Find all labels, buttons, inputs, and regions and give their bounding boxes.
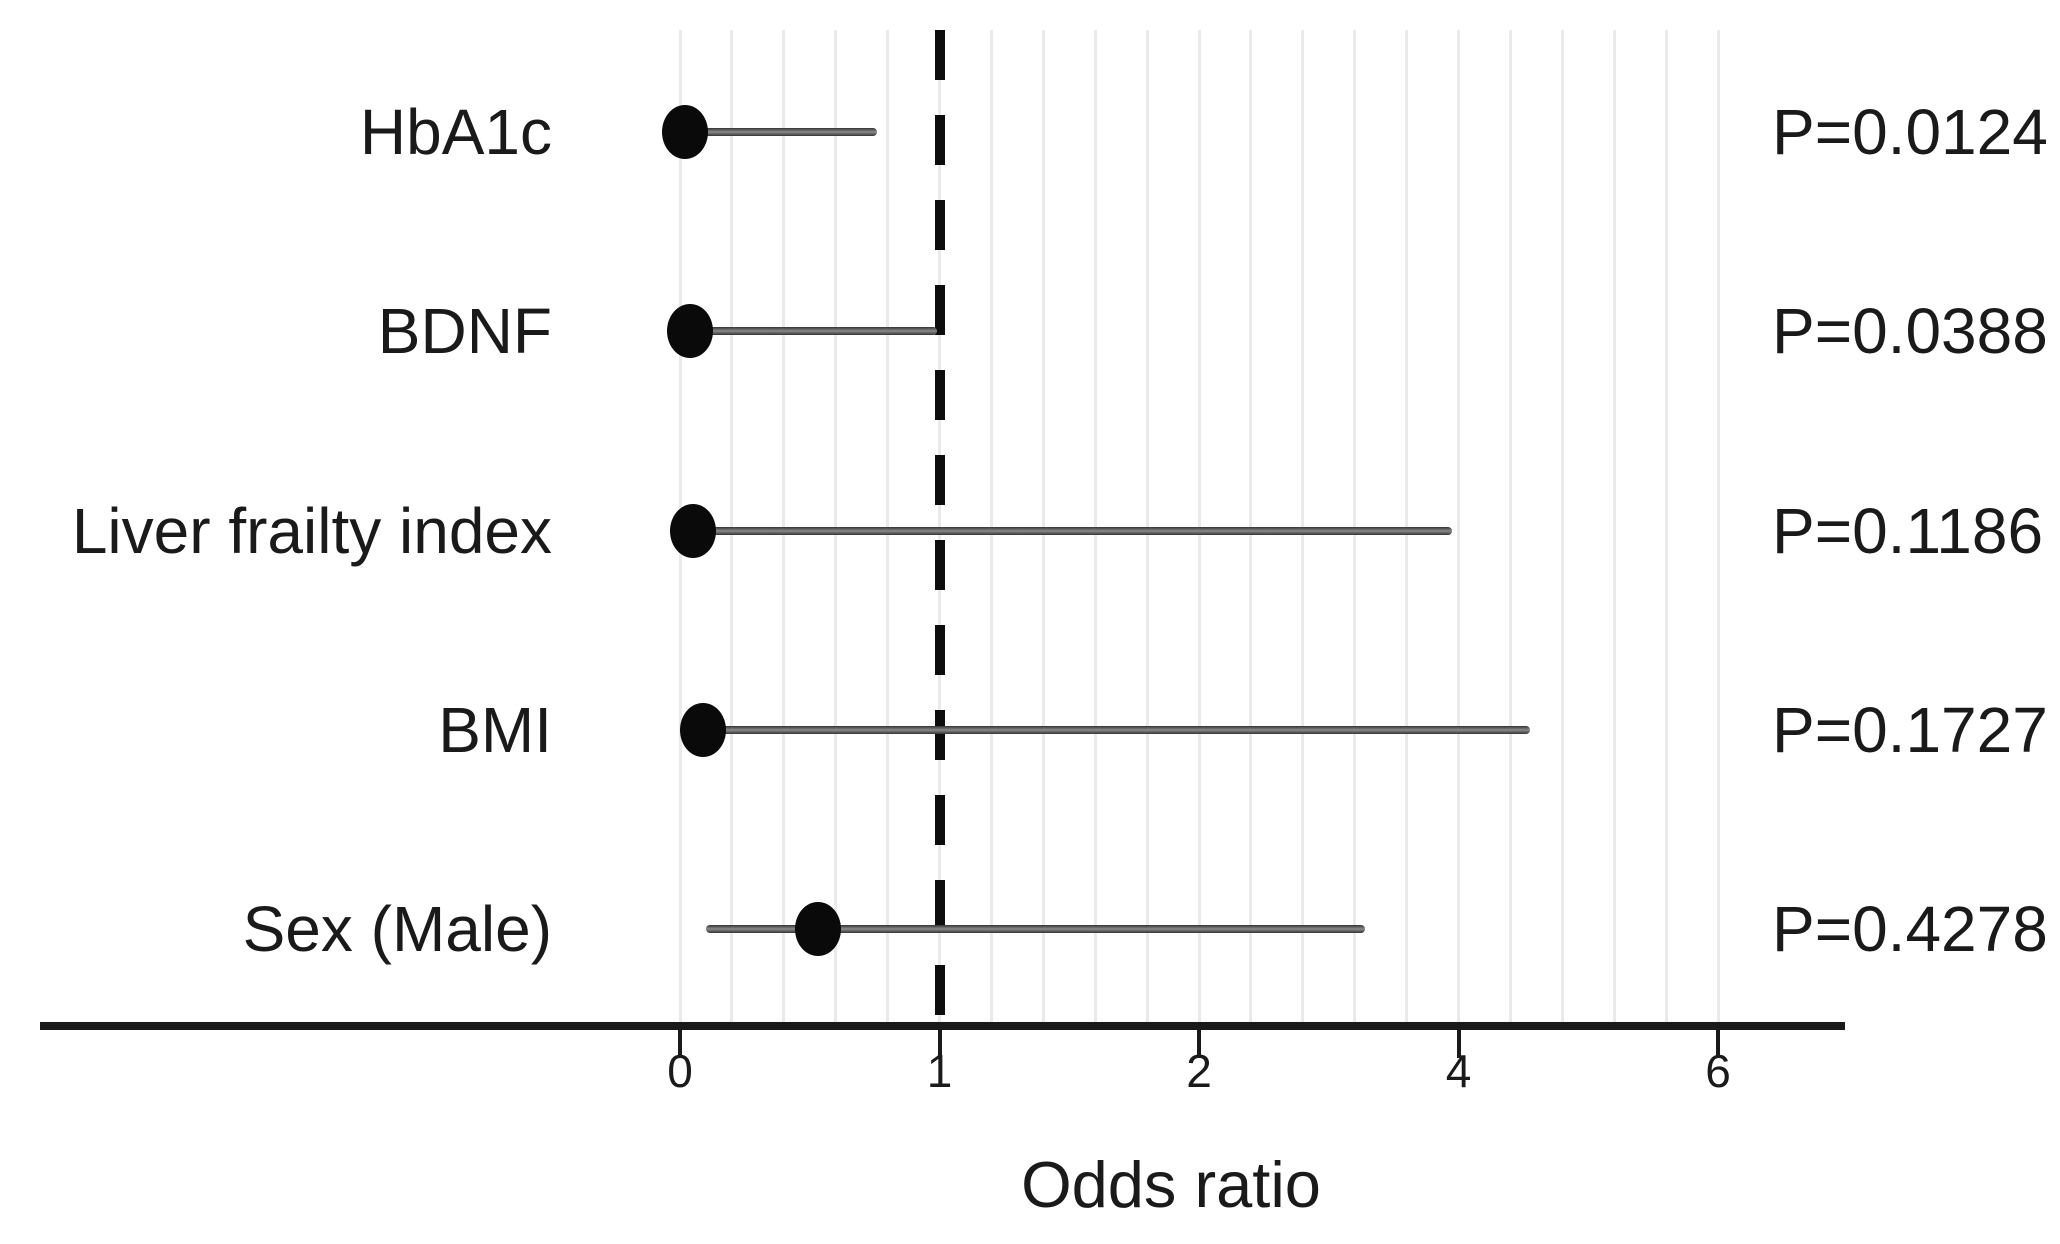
point-estimate-dot <box>794 902 841 956</box>
point-estimate-dot <box>662 105 709 159</box>
p-value-label: P=0.0388 <box>1772 295 2048 367</box>
x-axis-tick <box>1716 1030 1720 1058</box>
gridline <box>1560 30 1564 1026</box>
x-axis-tick-label: 6 <box>1705 1045 1731 1097</box>
point-estimate-dot <box>667 304 714 358</box>
x-axis-title: Odds ratio <box>1021 1148 1321 1221</box>
ci-line <box>680 327 937 335</box>
x-axis-tick-label: 4 <box>1445 1045 1472 1097</box>
row-label: BMI <box>438 694 552 766</box>
p-value-label: P=0.1727 <box>1772 694 2048 766</box>
x-axis-tick-label: 2 <box>1186 1045 1212 1097</box>
ci-line <box>680 128 878 136</box>
ci-line <box>680 726 1530 734</box>
row-label: HbA1c <box>359 96 552 168</box>
ci-line <box>705 925 1366 933</box>
x-axis-tick-label: 0 <box>667 1045 693 1097</box>
x-axis-tick <box>1197 1030 1201 1058</box>
gridline <box>1664 30 1668 1026</box>
p-value-label: P=0.0124 <box>1772 96 2048 168</box>
gridline <box>1508 30 1512 1026</box>
point-estimate-dot <box>669 504 716 558</box>
x-axis-tick-label: 1 <box>926 1045 953 1097</box>
x-axis-line <box>40 1022 1845 1030</box>
row-label: Liver frailty index <box>71 495 552 567</box>
row-label: BDNF <box>377 295 552 367</box>
reference-line-dashed <box>934 30 945 1022</box>
ci-line <box>680 527 1452 535</box>
p-value-label: P=0.1186 <box>1772 495 2044 567</box>
x-axis-tick <box>937 1030 942 1058</box>
x-axis-tick <box>678 1030 682 1058</box>
point-estimate-dot <box>680 703 727 757</box>
gridline <box>1612 30 1616 1026</box>
p-value-label: P=0.4278 <box>1772 893 2048 965</box>
gridline <box>1457 30 1460 1026</box>
gridline <box>1716 30 1720 1026</box>
x-axis-tick <box>1456 1030 1461 1058</box>
row-label: Sex (Male) <box>242 893 552 965</box>
